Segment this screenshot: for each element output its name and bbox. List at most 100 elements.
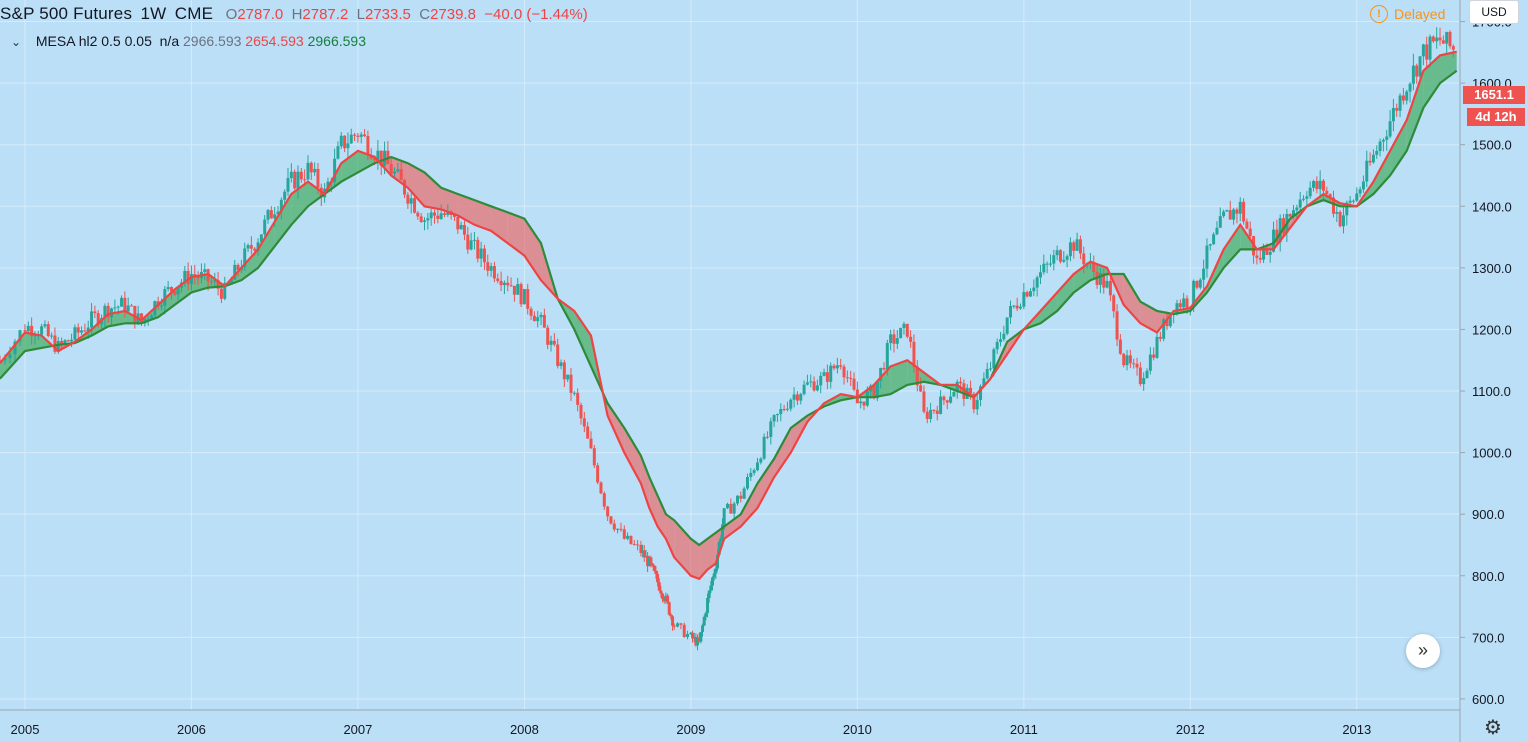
candle-body: [704, 613, 708, 617]
candle-body: [606, 506, 610, 517]
candle-body: [536, 317, 540, 322]
candle-body: [732, 503, 736, 514]
candle-body: [309, 162, 313, 173]
symbol-name[interactable]: S&P 500 Futures: [0, 4, 133, 23]
candle-body: [809, 381, 813, 383]
candle-body: [1132, 363, 1136, 365]
candle-body: [1272, 229, 1276, 252]
indicator-name[interactable]: MESA: [35, 33, 75, 49]
candle-body: [714, 568, 718, 574]
candle-body: [343, 135, 347, 149]
x-tick-label: 2009: [676, 722, 705, 737]
candle-body: [1278, 218, 1282, 243]
candle-body: [120, 297, 124, 307]
candle-body: [769, 421, 773, 437]
candle-body: [1165, 319, 1169, 327]
candle-body: [76, 327, 80, 333]
candle-body: [1025, 292, 1029, 297]
mesa-fill: [907, 360, 924, 385]
mesa-fill: [1223, 224, 1241, 268]
candle-body: [83, 330, 87, 332]
x-tick-label: 2006: [177, 722, 206, 737]
candle-body: [103, 305, 107, 319]
candle-body: [697, 637, 701, 642]
mesa-fill: [665, 514, 675, 558]
candle-body: [189, 274, 193, 285]
candle-body: [249, 245, 253, 249]
candle-body: [1205, 245, 1209, 269]
candle-body: [829, 365, 833, 382]
y-tick-label: 600.0: [1472, 692, 1505, 707]
candle-body: [815, 385, 819, 391]
close-label: C: [419, 6, 431, 23]
gear-icon[interactable]: ⚙: [1484, 717, 1502, 739]
candle-body: [1358, 189, 1362, 194]
candle-body: [762, 436, 766, 459]
candle-body: [213, 280, 217, 282]
candle-body: [283, 191, 287, 200]
candle-body: [516, 284, 520, 295]
candle-body: [619, 528, 623, 530]
candle-body: [529, 308, 533, 316]
candle-body: [1435, 37, 1439, 42]
candle-body: [286, 178, 290, 192]
chevron-down-icon[interactable]: ⌄: [10, 35, 22, 49]
interval-label[interactable]: 1W: [140, 4, 167, 23]
candle-body: [919, 385, 923, 392]
candle-body: [556, 344, 560, 366]
candle-body: [43, 324, 47, 327]
candle-body: [196, 276, 200, 279]
candle-body: [899, 327, 903, 339]
candle-body: [602, 493, 606, 507]
mesa-fill: [690, 538, 700, 579]
candle-body: [755, 462, 759, 471]
indicator-value-0: n/a: [159, 33, 180, 49]
candle-body: [779, 409, 783, 415]
candle-body: [336, 146, 340, 159]
mesa-fill: [0, 332, 25, 379]
candle-body: [691, 632, 695, 639]
candle-body: [426, 218, 430, 221]
candle-body: [236, 264, 240, 271]
candle-body: [1145, 370, 1149, 379]
candle-body: [745, 477, 749, 489]
candle-body: [1385, 136, 1389, 140]
mesa-fill: [774, 427, 791, 478]
candle-body: [193, 274, 197, 277]
candle-body: [709, 585, 713, 591]
candle-body: [1182, 298, 1186, 308]
y-tick-label: 1500.0: [1472, 138, 1512, 153]
candle-body: [616, 528, 620, 530]
currency-button[interactable]: USD: [1469, 0, 1519, 24]
candle-body: [749, 472, 753, 478]
candle-body: [586, 426, 590, 439]
candle-body: [466, 234, 470, 250]
candle-body: [293, 171, 297, 189]
candle-body: [742, 488, 746, 499]
delayed-badge[interactable]: ! Delayed: [1370, 5, 1445, 23]
candle-body: [672, 625, 676, 627]
candle-body: [229, 279, 233, 283]
candle-body: [1345, 202, 1349, 216]
x-tick-label: 2011: [1010, 722, 1038, 737]
candle-body: [1368, 160, 1372, 163]
candle-body: [376, 150, 380, 161]
candle-body: [622, 529, 626, 539]
candle-body: [945, 400, 949, 403]
candle-body: [1102, 273, 1106, 288]
candle-body: [8, 354, 12, 359]
candle-body: [979, 386, 983, 400]
candle-body: [106, 305, 110, 318]
scroll-to-realtime-button[interactable]: »: [1406, 634, 1440, 668]
candle-body: [1192, 280, 1196, 307]
candle-body: [726, 503, 730, 509]
candle-body: [599, 482, 603, 494]
candle-body: [1015, 305, 1019, 309]
candle-body: [1445, 32, 1449, 44]
candle-body: [1411, 65, 1415, 84]
candle-body: [706, 597, 710, 614]
candle-body: [1185, 298, 1189, 308]
candle-body: [80, 330, 84, 333]
candle-body: [1042, 263, 1046, 273]
